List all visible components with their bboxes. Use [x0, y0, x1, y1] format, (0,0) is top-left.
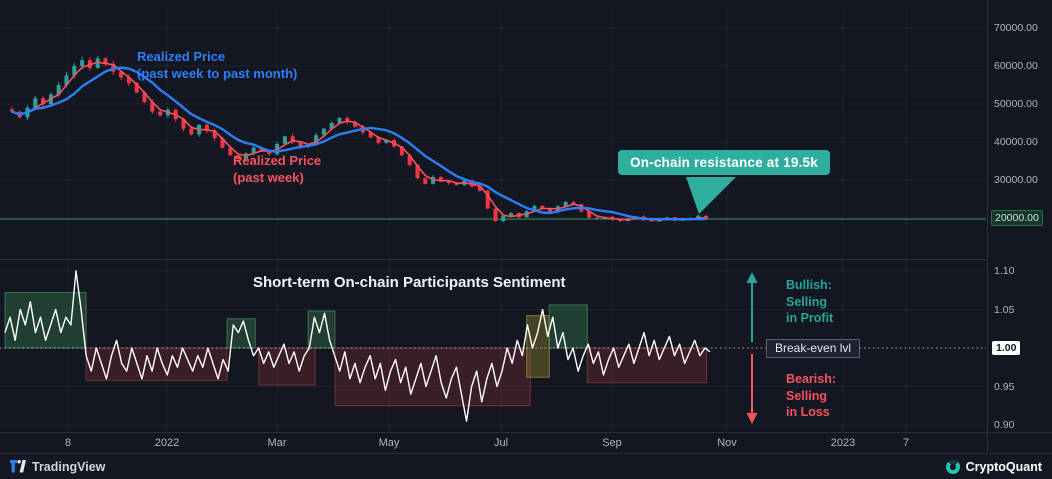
tradingview-logo-icon [10, 460, 26, 473]
tradingview-label: TradingView [32, 459, 106, 474]
sentiment-axis-label: 0.90 [994, 419, 1015, 431]
time-axis-label: 2023 [830, 437, 856, 449]
price-axis-label: 30000.00 [994, 174, 1038, 186]
realized-price-slow-label: Realized Price (past week to past month) [137, 49, 298, 82]
time-axis-label: Jul [493, 437, 509, 449]
time-axis-label: Mar [267, 437, 287, 449]
time-axis-label: May [378, 437, 400, 449]
bearish-note: Bearish: Selling in Loss [786, 372, 837, 419]
resistance-callout[interactable]: On-chain resistance at 19.5k [618, 150, 830, 175]
tradingview-link[interactable]: TradingView [10, 460, 105, 474]
footer-bar: TradingView CryptoQuant [0, 453, 1052, 479]
time-axis-label: 2022 [154, 437, 180, 449]
sentiment-axis-label: 1.10 [994, 265, 1015, 277]
chart-canvas[interactable] [0, 0, 1052, 453]
time-axis-label: 8 [64, 437, 72, 449]
price-axis-label: 20000.00 [991, 210, 1043, 226]
time-axis-label: Sep [602, 437, 622, 449]
cryptoquant-link[interactable]: CryptoQuant [945, 459, 1042, 474]
callout-pointer [686, 177, 736, 214]
time-axis[interactable]: 8 2022 Mar May Jul Sep Nov 2023 7 [0, 432, 1052, 453]
sentiment-axis-label: 0.95 [994, 380, 1015, 393]
candles-group [9, 55, 709, 223]
cryptoquant-label: CryptoQuant [965, 459, 1042, 474]
price-axis-label: 60000.00 [994, 60, 1038, 72]
bearish-arrow-head [746, 413, 758, 424]
time-axis-label: Nov [717, 437, 737, 449]
sentiment-region-bullish [548, 304, 588, 349]
realized-price-fast-line[interactable] [11, 61, 707, 222]
realized-price-slow-line[interactable] [11, 66, 707, 221]
cryptoquant-logo-icon [945, 459, 960, 474]
price-axis[interactable]: 70000.00 60000.00 50000.00 40000.00 30000.00… [988, 0, 1052, 452]
sentiment-line[interactable] [4, 270, 711, 422]
sentiment-axis-label: 1.00 [992, 341, 1021, 355]
price-axis-label: 50000.00 [994, 98, 1038, 110]
bullish-arrow-head [746, 272, 758, 283]
price-axis-label: 40000.00 [994, 136, 1038, 148]
bullish-note: Bullish: Selling in Profit [786, 278, 834, 325]
sentiment-axis-label: 1.05 [994, 303, 1015, 316]
break-even-label: Break-even lvl [766, 339, 861, 358]
time-axis-label: 7 [902, 437, 910, 449]
price-axis-label: 70000.00 [994, 22, 1038, 34]
sentiment-region-bearish [334, 347, 531, 407]
realized-price-fast-label: Realized Price (past week) [233, 153, 322, 186]
sentiment-title: Short-term On-chain Participants Sentime… [253, 274, 566, 291]
